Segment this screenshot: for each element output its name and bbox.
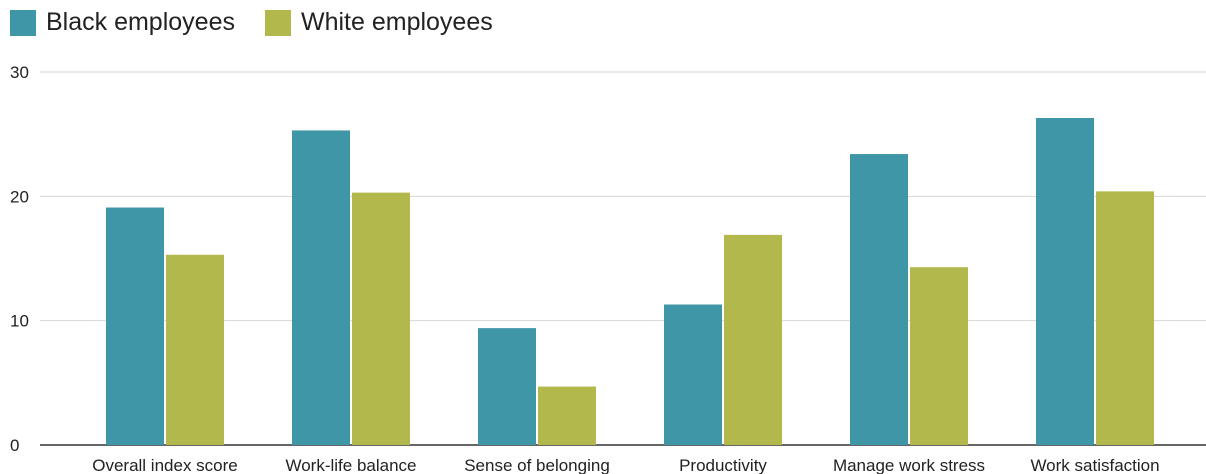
bar-white-employees-5 (910, 267, 968, 445)
x-tick-label-1: Overall index score (92, 456, 238, 474)
legend: Black employees White employees (10, 8, 523, 37)
y-tick-label-10: 10 (10, 312, 29, 331)
bar-white-employees-2 (352, 192, 410, 445)
y-tick-label-0: 0 (10, 436, 19, 455)
bar-black-employees-1 (106, 207, 164, 445)
bar-black-employees-4 (664, 304, 722, 445)
bar-black-employees-6 (1036, 118, 1094, 446)
bar-black-employees-5 (850, 154, 908, 445)
bar-white-employees-6 (1096, 191, 1154, 445)
legend-item-white-employees: White employees (264, 8, 493, 37)
x-tick-label-3: Sense of belonging (464, 456, 610, 474)
bar-white-employees-4 (724, 234, 782, 445)
x-tick-label-6: Work satisfaction (1030, 456, 1159, 474)
legend-label-black-employees: Black employees (46, 8, 235, 36)
x-tick-label-5: Manage work stress (833, 456, 985, 474)
legend-swatch-black-employees (10, 9, 36, 36)
bar-black-employees-3 (478, 328, 536, 445)
y-tick-label-30: 30 (10, 63, 29, 82)
bar-black-employees-2 (292, 130, 350, 446)
legend-swatch-white-employees (264, 9, 291, 36)
bar-white-employees-1 (166, 254, 224, 445)
y-tick-label-20: 20 (10, 187, 29, 206)
x-tick-label-4: Productivity (679, 456, 767, 474)
legend-item-black-employees: Black employees (10, 8, 235, 37)
bar-white-employees-3 (538, 386, 596, 445)
legend-label-white-employees: White employees (300, 8, 493, 36)
x-tick-label-2: Work-life balance (285, 456, 416, 474)
